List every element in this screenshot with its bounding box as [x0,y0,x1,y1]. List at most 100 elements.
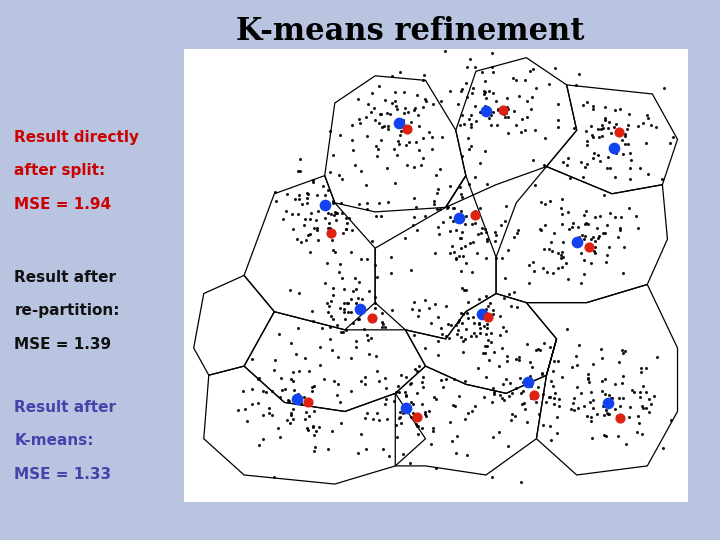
Point [600,432,611,441]
Point [562,160,573,169]
Point [605,394,616,402]
Point [585,121,596,130]
Point [589,249,600,258]
Point [581,137,593,146]
Point [413,306,425,314]
Point [600,258,611,266]
Point [310,443,321,451]
Point [615,225,626,234]
Point [624,110,635,118]
Point [300,408,311,416]
Point [546,246,557,255]
Point [531,84,542,92]
Point [369,261,380,269]
Point [298,393,310,402]
Point [526,363,538,372]
Point [523,260,535,269]
Point [585,235,597,244]
Point [327,246,338,254]
Point [592,150,603,159]
Point [470,117,482,125]
Point [528,391,540,400]
Point [534,346,546,355]
Point [633,418,644,427]
Point [284,286,296,294]
Point [490,254,501,262]
Point [491,231,503,240]
Point [320,214,331,222]
Point [420,94,431,103]
Point [617,394,629,402]
Point [291,395,302,403]
Point [527,155,539,164]
Point [379,322,390,331]
Point [480,87,491,96]
Point [566,222,577,231]
Point [495,221,507,230]
Point [658,83,670,92]
Point [433,337,444,346]
Point [450,321,462,329]
Point [621,125,633,133]
Point [409,194,420,202]
Point [591,409,603,418]
Point [293,367,305,375]
Point [479,102,490,110]
Point [451,432,462,441]
Point [361,445,372,454]
Point [523,279,534,288]
Point [359,414,370,422]
Point [410,420,422,428]
Point [637,382,649,390]
Point [624,174,636,183]
Point [312,236,324,245]
Point [286,375,297,383]
Point [313,423,325,431]
Point [591,224,603,233]
Point [634,393,646,401]
Point [482,313,494,322]
Point [368,312,379,320]
Point [521,418,533,427]
Point [528,267,540,275]
Point [480,372,492,381]
Point [406,305,418,314]
Point [323,224,334,233]
Point [624,148,636,157]
Point [276,386,288,394]
Point [515,478,526,487]
Point [338,228,349,237]
Point [287,404,298,413]
Point [407,408,418,417]
Point [283,397,294,406]
Point [455,244,467,253]
Point [293,191,305,200]
Point [585,412,597,421]
Point [442,320,454,328]
Point [400,372,412,381]
Point [451,329,463,338]
Point [482,237,493,245]
Point [368,415,379,423]
Point [651,123,662,132]
Point [293,288,305,297]
Point [601,221,613,230]
Point [450,226,462,234]
Point [379,95,391,104]
Point [428,200,439,208]
Point [694,111,706,120]
Point [356,429,367,438]
Point [575,249,587,258]
Point [488,348,500,356]
Point [328,199,339,207]
Point [435,323,446,332]
Point [528,257,539,266]
Point [374,110,386,118]
Point [563,225,575,233]
Point [327,315,338,323]
Point [477,68,488,77]
Point [611,412,623,421]
Point [587,104,598,113]
Point [331,391,343,400]
Point [537,264,549,272]
